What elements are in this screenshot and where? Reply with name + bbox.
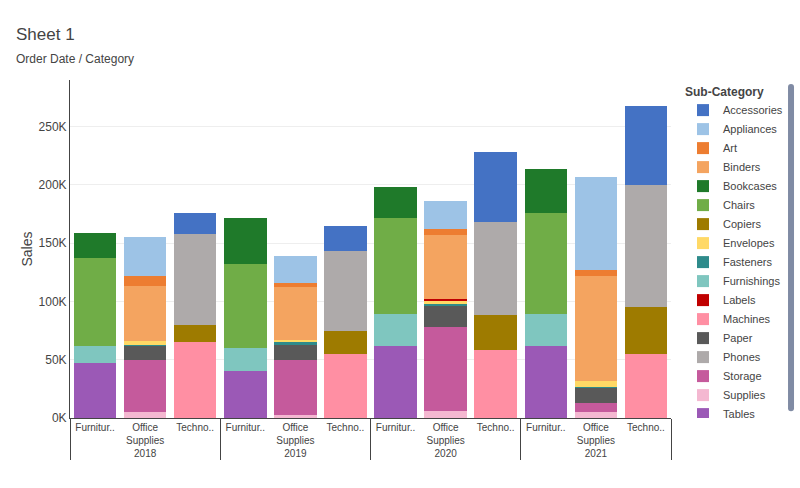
svg-text:0K: 0K (52, 411, 67, 425)
svg-text:Art: Art (723, 142, 737, 154)
svg-text:Order Date / Category: Order Date / Category (16, 52, 134, 66)
svg-text:Sheet 1: Sheet 1 (16, 25, 75, 44)
svg-text:2018: 2018 (134, 448, 157, 459)
svg-text:150K: 150K (39, 236, 67, 250)
svg-text:200K: 200K (39, 178, 67, 192)
svg-text:Chairs: Chairs (723, 199, 755, 211)
svg-text:Sales: Sales (19, 231, 35, 266)
svg-text:2020: 2020 (435, 448, 458, 459)
svg-text:Furnitur..: Furnitur.. (226, 422, 265, 433)
svg-text:Furnitur..: Furnitur.. (75, 422, 114, 433)
svg-text:Techno..: Techno.. (176, 422, 214, 433)
svg-text:50K: 50K (45, 353, 66, 367)
svg-text:Copiers: Copiers (723, 218, 761, 230)
svg-text:Techno..: Techno.. (477, 422, 515, 433)
svg-text:2019: 2019 (284, 448, 307, 459)
svg-text:Furnitur..: Furnitur.. (376, 422, 415, 433)
svg-text:Binders: Binders (723, 161, 761, 173)
svg-text:Labels: Labels (723, 294, 756, 306)
svg-text:Fasteners: Fasteners (723, 256, 772, 268)
svg-text:2021: 2021 (585, 448, 608, 459)
svg-text:Techno..: Techno.. (327, 422, 365, 433)
svg-text:100K: 100K (39, 295, 67, 309)
svg-text:Furnishings: Furnishings (723, 275, 780, 287)
svg-text:Bookcases: Bookcases (723, 180, 777, 192)
svg-text:Furnitur..: Furnitur.. (526, 422, 565, 433)
svg-text:Storage: Storage (723, 370, 762, 382)
svg-text:Paper: Paper (723, 332, 753, 344)
svg-text:OfficeSupplies: OfficeSupplies (276, 422, 314, 446)
svg-text:OfficeSupplies: OfficeSupplies (126, 422, 164, 446)
svg-text:Supplies: Supplies (723, 389, 766, 401)
svg-text:Sub-Category: Sub-Category (685, 85, 764, 99)
svg-text:Techno..: Techno.. (627, 422, 665, 433)
svg-text:Appliances: Appliances (723, 123, 777, 135)
svg-text:250K: 250K (39, 120, 67, 134)
svg-text:OfficeSupplies: OfficeSupplies (577, 422, 615, 446)
svg-text:Machines: Machines (723, 313, 771, 325)
svg-text:OfficeSupplies: OfficeSupplies (426, 422, 464, 446)
svg-text:Tables: Tables (723, 408, 755, 418)
svg-text:Envelopes: Envelopes (723, 237, 775, 249)
svg-text:Phones: Phones (723, 351, 761, 363)
svg-text:Accessories: Accessories (723, 104, 783, 116)
